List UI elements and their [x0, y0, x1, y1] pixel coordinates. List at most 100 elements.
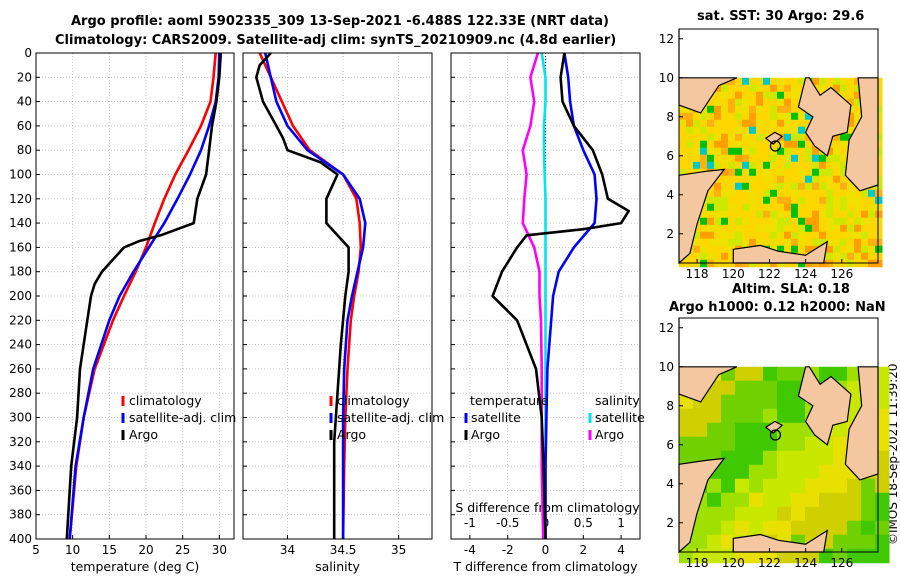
map-cell	[840, 147, 848, 156]
y-tick-label: 160	[9, 240, 32, 254]
map-cell	[756, 140, 764, 149]
map-cell	[756, 161, 764, 170]
map-cell	[861, 492, 876, 508]
land-polygon	[764, 131, 784, 145]
map-cell	[707, 422, 722, 438]
map-cell	[693, 224, 701, 233]
map-cell	[798, 126, 806, 135]
y-tick-label: 8	[666, 110, 674, 124]
top-x-axis-label: S difference from climatology	[455, 500, 640, 515]
map-cell	[749, 175, 757, 184]
map-cell	[756, 217, 764, 226]
panel-frame	[450, 52, 641, 540]
map-cell	[777, 77, 785, 86]
map-cell	[686, 147, 694, 156]
map-cell	[833, 203, 841, 212]
map-cell	[735, 77, 743, 86]
map-cell	[784, 133, 792, 142]
map-cell	[833, 77, 841, 86]
map-cell	[707, 203, 715, 212]
series-line-climatology	[258, 52, 363, 540]
map-cell	[756, 168, 764, 177]
map-cell	[679, 126, 687, 135]
map-cell	[833, 210, 841, 219]
map-cell	[805, 478, 820, 494]
map-cell	[749, 119, 757, 128]
map-cell	[805, 196, 813, 205]
map-sat_sst_map: 118 120 122 124 126 2 4 6 8 10 12	[659, 28, 883, 281]
map-cell	[707, 394, 722, 410]
sla-map-title-line1: Altim. SLA: 0.18	[732, 282, 850, 297]
map-cell	[798, 196, 806, 205]
map-cell	[735, 84, 743, 93]
map-cell	[847, 252, 855, 261]
map-cell	[840, 238, 848, 247]
map-cell	[714, 245, 722, 254]
map-cell	[763, 119, 771, 128]
map-cell	[777, 492, 792, 508]
map-cell	[735, 408, 750, 424]
map-cell	[840, 203, 848, 212]
map-cell	[742, 203, 750, 212]
map-cell	[819, 520, 834, 536]
map-cell	[707, 133, 715, 142]
map-cell	[791, 217, 799, 226]
map-cell	[714, 133, 722, 142]
map-cell	[721, 91, 729, 100]
map-cell	[784, 224, 792, 233]
map-cell	[791, 238, 799, 247]
map-cell	[721, 492, 736, 508]
map-cell	[770, 154, 778, 163]
map-cell	[686, 161, 694, 170]
map-cell	[707, 548, 722, 564]
map-cell	[742, 133, 750, 142]
series-line-argo	[255, 52, 350, 539]
map-cell	[861, 196, 869, 205]
map-cell	[798, 210, 806, 219]
map-cell	[721, 436, 736, 452]
map-cell	[770, 140, 778, 149]
map-cell	[791, 436, 806, 452]
map-cell	[763, 98, 771, 107]
map-cell	[854, 98, 862, 107]
map-cell	[805, 492, 820, 508]
map-cell	[770, 203, 778, 212]
map-cell	[875, 520, 890, 536]
map-cell	[791, 154, 799, 163]
y-tick-label: 380	[9, 508, 32, 522]
map-cell	[833, 231, 841, 240]
map-cell	[735, 436, 750, 452]
map-cell	[770, 161, 778, 170]
map-cell	[756, 154, 764, 163]
map-cell	[784, 168, 792, 177]
map-cell	[735, 366, 750, 382]
map-cell	[700, 126, 708, 135]
map-cell	[861, 224, 869, 233]
map-cell	[721, 98, 729, 107]
map-cell	[763, 450, 778, 466]
map-cell	[728, 224, 736, 233]
map-cell	[770, 189, 778, 198]
map-cell	[714, 224, 722, 233]
map-cell	[798, 231, 806, 240]
map-cell	[763, 217, 771, 226]
map-cell	[770, 84, 778, 93]
map-cell	[763, 182, 771, 191]
map-cell	[840, 245, 848, 254]
map-cell	[833, 366, 848, 382]
map-cell	[875, 464, 890, 480]
land-polygon	[797, 77, 852, 157]
map-cell	[707, 112, 715, 121]
map-cell	[791, 408, 806, 424]
map-cell	[756, 196, 764, 205]
map-cell	[679, 422, 694, 438]
map-cell	[770, 238, 778, 247]
map-cell	[847, 534, 862, 550]
map-cell	[707, 252, 715, 261]
map-cell	[756, 238, 764, 247]
map-cell	[679, 119, 687, 128]
map-cell	[735, 147, 743, 156]
map-cell	[770, 112, 778, 121]
map-cell	[728, 252, 736, 261]
map-cell	[749, 408, 764, 424]
